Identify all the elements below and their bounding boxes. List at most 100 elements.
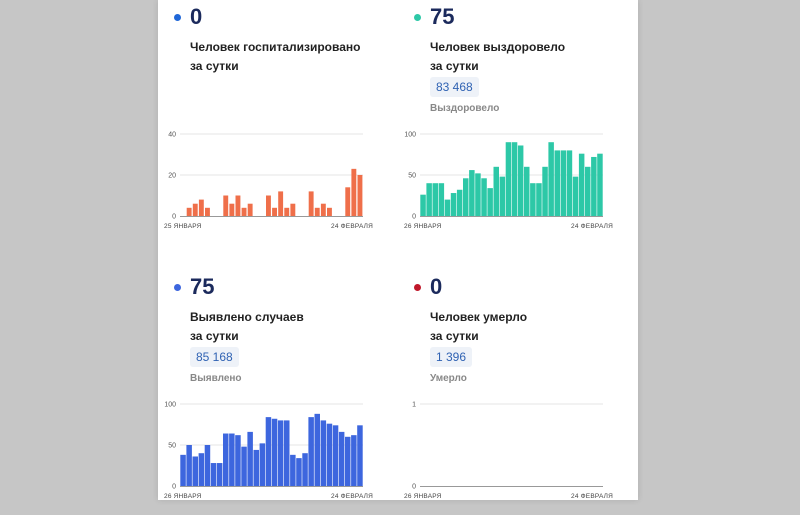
bar bbox=[314, 207, 320, 216]
bar bbox=[247, 203, 253, 216]
bar bbox=[308, 417, 314, 486]
bar bbox=[345, 187, 351, 216]
bar bbox=[432, 183, 438, 216]
x-end-label: 24 ФЕВРАЛЯ bbox=[571, 493, 613, 500]
y-tick-label: 100 bbox=[164, 402, 176, 409]
deaths-total-badge: 1 396 bbox=[430, 347, 473, 367]
bar bbox=[186, 445, 192, 486]
deaths-card: 0 Человек умерло за сутки 1 396 Умерло 0… bbox=[398, 270, 633, 515]
bar bbox=[327, 207, 332, 216]
bar bbox=[444, 199, 451, 216]
bar bbox=[524, 166, 530, 216]
bar bbox=[198, 453, 205, 486]
bar bbox=[241, 207, 247, 216]
deaths-label-line1: Человек умерло bbox=[430, 310, 528, 324]
deaths-total-label: Умерло bbox=[430, 373, 467, 384]
deaths-chart: 0 1 26 ЯНВАРЯ 24 ФЕВРАЛЯ bbox=[404, 402, 613, 501]
bar bbox=[481, 178, 487, 216]
hospitalized-count: 0 bbox=[190, 4, 203, 29]
bar bbox=[591, 156, 597, 216]
cases-total-label: Выявлено bbox=[190, 373, 242, 384]
bar bbox=[320, 420, 327, 486]
hospitalized-label: Человек госпитализировано за сутки bbox=[190, 38, 380, 76]
bar bbox=[259, 443, 266, 486]
bar bbox=[456, 189, 463, 216]
bar bbox=[511, 142, 518, 216]
cases-chart: 0 50 100 26 ЯНВАРЯ 24 ФЕВРАЛЯ bbox=[164, 402, 373, 501]
bar bbox=[277, 420, 284, 486]
recovered-chart: 0 50 100 26 ЯНВАРЯ 24 ФЕВРАЛЯ bbox=[404, 132, 613, 231]
bar bbox=[338, 431, 345, 486]
y-tick-label: 1 bbox=[412, 402, 416, 409]
hospitalized-label-line1: Человек госпитализировано bbox=[190, 40, 361, 54]
bar bbox=[332, 425, 339, 486]
bar bbox=[204, 445, 211, 486]
bar bbox=[180, 454, 186, 486]
bar bbox=[272, 207, 277, 216]
recovered-label-line1: Человек выздоровело bbox=[430, 40, 566, 54]
bar bbox=[469, 170, 475, 216]
bar bbox=[278, 191, 284, 216]
x-end-label: 24 ФЕВРАЛЯ bbox=[571, 223, 613, 230]
recovered-total-badge: 83 468 bbox=[430, 77, 479, 97]
cases-dot-icon bbox=[174, 284, 181, 291]
bar bbox=[205, 207, 210, 216]
bar bbox=[235, 435, 241, 486]
bar bbox=[499, 176, 506, 216]
bar bbox=[438, 183, 445, 216]
bar bbox=[284, 420, 290, 486]
x-end-label: 24 ФЕВРАЛЯ bbox=[331, 223, 373, 230]
bar bbox=[426, 183, 432, 216]
bar bbox=[351, 168, 357, 216]
bar bbox=[487, 188, 493, 216]
bar bbox=[597, 153, 603, 216]
bar bbox=[290, 203, 296, 216]
bar bbox=[517, 145, 524, 216]
cases-label: Выявлено случаев за сутки bbox=[190, 308, 380, 346]
bar bbox=[351, 435, 357, 486]
y-tick-label: 40 bbox=[168, 132, 176, 139]
recovered-label: Человек выздоровело за сутки bbox=[430, 38, 620, 76]
bar bbox=[302, 453, 308, 486]
bar bbox=[266, 195, 271, 216]
bar bbox=[578, 153, 585, 216]
bar bbox=[554, 150, 560, 216]
bar bbox=[223, 433, 229, 486]
recovered-card: 75 Человек выздоровело за сутки 83 468 В… bbox=[398, 0, 633, 245]
recovered-dot-icon bbox=[414, 14, 421, 21]
y-tick-label: 0 bbox=[172, 214, 176, 221]
bar bbox=[345, 436, 351, 486]
bar bbox=[210, 463, 217, 486]
bar bbox=[253, 449, 259, 486]
x-end-label: 24 ФЕВРАЛЯ bbox=[331, 493, 373, 500]
cases-total-badge: 85 168 bbox=[190, 347, 239, 367]
bar bbox=[585, 166, 591, 216]
y-tick-label: 0 bbox=[412, 214, 416, 221]
statistics-page: 0 Человек госпитализировано за сутки 0 20… bbox=[158, 0, 638, 500]
bar bbox=[450, 193, 457, 216]
cases-label-line1: Выявлено случаев bbox=[190, 310, 304, 324]
recovered-total-label: Выздоровело bbox=[430, 103, 500, 114]
bar bbox=[475, 173, 481, 216]
y-tick-label: 0 bbox=[412, 484, 416, 491]
bar bbox=[229, 433, 235, 486]
bar bbox=[536, 183, 542, 216]
hospitalized-label-line2: за сутки bbox=[190, 59, 239, 73]
bar bbox=[229, 203, 235, 216]
deaths-label: Человек умерло за сутки bbox=[430, 308, 620, 346]
y-tick-label: 0 bbox=[172, 484, 176, 491]
cases-count: 75 bbox=[190, 274, 215, 299]
y-tick-label: 50 bbox=[168, 443, 176, 450]
bar bbox=[357, 425, 363, 486]
bar bbox=[235, 195, 241, 216]
bar bbox=[308, 191, 314, 216]
bar bbox=[530, 183, 536, 216]
bar bbox=[290, 454, 296, 486]
bar bbox=[192, 456, 198, 486]
bar bbox=[265, 417, 272, 486]
x-start-label: 26 ЯНВАРЯ bbox=[164, 493, 202, 500]
bar bbox=[271, 418, 278, 486]
bar bbox=[223, 195, 229, 216]
recovered-label-line2: за сутки bbox=[430, 59, 479, 73]
y-tick-label: 100 bbox=[404, 132, 416, 139]
